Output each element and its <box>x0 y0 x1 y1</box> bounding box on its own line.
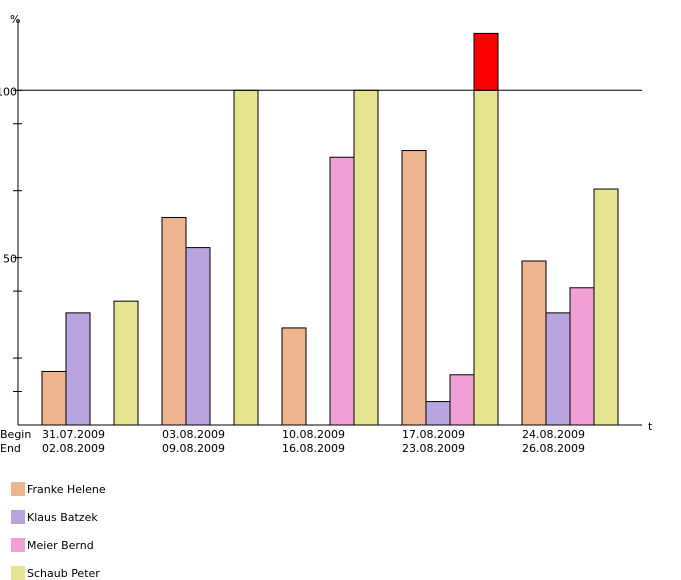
x-tick-label: 09.08.2009 <box>162 442 225 455</box>
bar <box>353 89 379 426</box>
bar <box>233 89 259 426</box>
x-tick-label: 23.08.2009 <box>402 442 465 455</box>
x-tick-label: 24.08.2009 <box>522 428 585 441</box>
bar <box>545 312 571 426</box>
legend-label: Franke Helene <box>27 483 106 496</box>
bar <box>65 312 91 426</box>
bar <box>449 374 475 426</box>
bar <box>41 370 67 426</box>
bar <box>569 287 595 426</box>
bar <box>473 89 499 426</box>
x-tick-label: 31.07.2009 <box>42 428 105 441</box>
legend-swatch <box>11 482 25 496</box>
bar <box>329 156 355 426</box>
row-label: Begin <box>0 428 31 441</box>
bar <box>161 216 187 426</box>
bar <box>185 247 211 426</box>
legend-label: Schaub Peter <box>27 567 100 580</box>
x-tick-label: 03.08.2009 <box>162 428 225 441</box>
legend-label: Meier Bernd <box>27 539 94 552</box>
y-axis-label: % <box>10 13 20 26</box>
bar <box>281 327 307 426</box>
y-tick-label: 100 <box>0 85 17 98</box>
bar <box>593 188 619 426</box>
x-tick-label: 02.08.2009 <box>42 442 105 455</box>
x-axis-label: t <box>648 420 653 433</box>
x-tick-label: 17.08.2009 <box>402 428 465 441</box>
legend-swatch <box>11 566 25 580</box>
bar-over-limit <box>473 32 499 91</box>
x-tick-label: 10.08.2009 <box>282 428 345 441</box>
legend-swatch <box>11 510 25 524</box>
y-tick-label: 50 <box>3 253 17 266</box>
bar <box>425 401 451 426</box>
x-tick-label: 26.08.2009 <box>522 442 585 455</box>
row-label: End <box>0 442 21 455</box>
bar <box>113 300 139 426</box>
legend-swatch <box>11 538 25 552</box>
x-tick-label: 16.08.2009 <box>282 442 345 455</box>
bar <box>401 150 427 426</box>
legend-label: Klaus Batzek <box>27 511 98 524</box>
bar <box>521 260 547 426</box>
